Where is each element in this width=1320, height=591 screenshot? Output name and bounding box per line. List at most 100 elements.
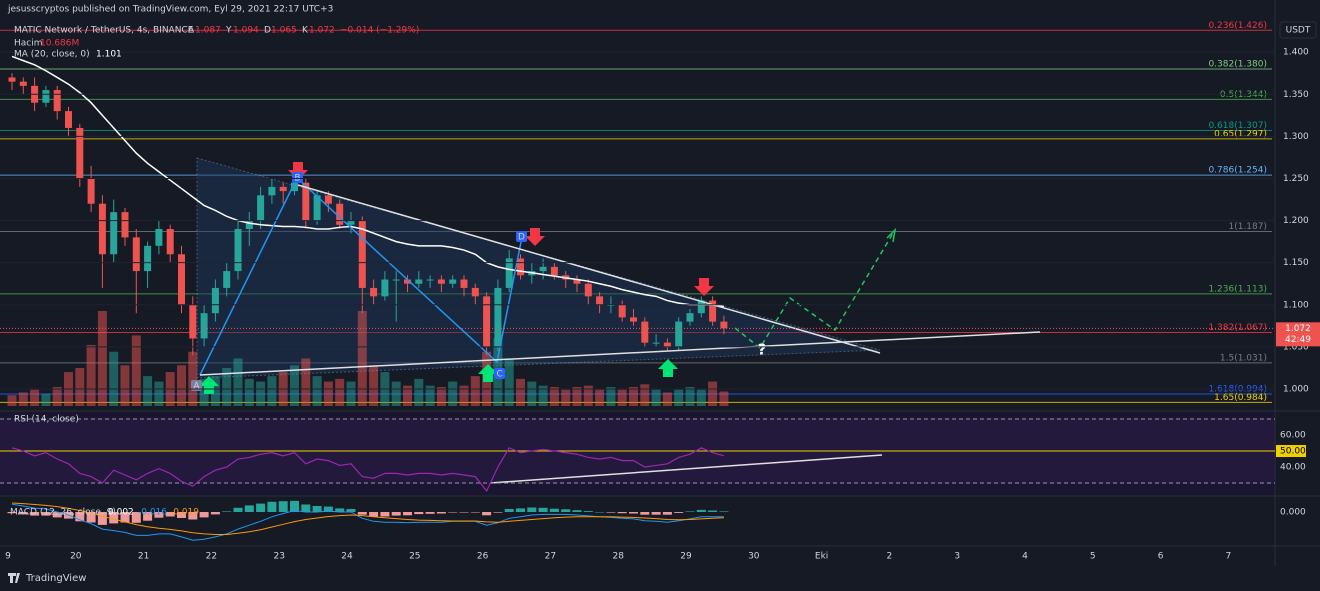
volume-bar	[448, 381, 458, 406]
price-tick-label: 1.400	[1283, 48, 1309, 58]
candle-body	[641, 321, 649, 343]
macd-hist-bar	[403, 512, 412, 516]
fib-label: 0.786(1.254)	[1208, 166, 1267, 176]
price-tick-label: 1.050	[1283, 342, 1309, 352]
volume-bar	[18, 392, 28, 406]
publisher: jesusscryptos published on TradingView.c…	[7, 5, 333, 15]
volume-bar	[41, 393, 51, 406]
date-label: 7	[1226, 552, 1232, 562]
ohlc-key: A	[188, 26, 195, 36]
point-marker	[516, 231, 527, 242]
date-label: 24	[341, 552, 353, 562]
date-label: 9	[5, 552, 11, 562]
last-price-tag	[1276, 322, 1320, 347]
macd-hist-bar	[154, 512, 164, 518]
macd-hist-bar	[346, 509, 356, 512]
down-arrow	[694, 278, 714, 296]
currency: USDT	[1286, 26, 1311, 36]
macd-hist-bar	[482, 512, 492, 516]
candle-body	[53, 90, 61, 112]
volume-bar	[708, 381, 718, 406]
macd-hist-bar	[674, 512, 684, 513]
candle-body	[257, 195, 265, 221]
volume-bar	[629, 387, 638, 406]
ohlc-key: Y	[225, 26, 232, 36]
macd-hist-bar	[177, 512, 186, 518]
volume-bar	[572, 387, 582, 406]
down-arrows	[288, 162, 714, 296]
volume-bar	[290, 365, 299, 406]
volume-bar	[674, 389, 684, 406]
candle-body	[370, 287, 378, 297]
candle-body	[279, 186, 287, 192]
volume-bar	[459, 385, 469, 406]
fib-label: 0.618(1.307)	[1208, 121, 1267, 131]
volume-bar	[312, 376, 322, 406]
candle-body	[630, 317, 637, 322]
point-marker	[494, 368, 505, 379]
volume-bar	[685, 387, 695, 406]
candle-body	[87, 178, 95, 204]
candle-body	[404, 279, 411, 284]
macd-hist-bar	[131, 512, 141, 523]
macd-hist-bar	[572, 510, 582, 512]
candle-body	[291, 182, 298, 192]
up-arrow	[199, 376, 219, 394]
rsi-tick-label: 60.00	[1280, 431, 1306, 441]
volume-bar	[109, 351, 119, 406]
macd-hist-bar	[75, 512, 85, 522]
volume-bar	[86, 344, 96, 406]
macd-hist-bar	[188, 512, 198, 520]
date-label: 30	[748, 552, 760, 562]
up-arrow	[478, 364, 498, 382]
date-label: 26	[477, 552, 489, 562]
candle-body	[234, 228, 242, 272]
volume-bar	[244, 378, 254, 406]
volume-bar	[97, 311, 107, 406]
point-marker	[191, 380, 202, 391]
point-marker	[292, 172, 303, 183]
macd-hist-bar	[7, 512, 17, 514]
volume-bar	[369, 365, 379, 406]
candle-body	[155, 228, 163, 246]
volume-bar	[177, 365, 186, 406]
candle-body	[313, 195, 321, 221]
date-label: 3	[954, 552, 960, 562]
volume-bar	[504, 358, 514, 406]
ma-label: MA (20, close, 0)	[14, 50, 90, 60]
candle-body	[449, 279, 457, 284]
volume-bar	[143, 376, 153, 406]
macd-hist-bar	[120, 512, 130, 523]
candle-body	[709, 300, 717, 322]
macd-hist-bar	[323, 506, 333, 512]
price-tick-label: 1.300	[1283, 132, 1309, 142]
macd-hist-bar	[685, 511, 695, 512]
date-label: 22	[206, 552, 217, 562]
macd-hist-bar	[391, 512, 401, 516]
projection-path	[734, 229, 896, 350]
candle-body	[189, 304, 197, 339]
trendline	[297, 184, 881, 354]
macd-hist-bar	[143, 512, 153, 521]
candle-body	[686, 313, 694, 322]
macd-hist-bar	[549, 508, 559, 512]
volume-bar	[538, 385, 548, 406]
date-label: 25	[409, 552, 420, 562]
macd-hist-bar	[290, 500, 299, 512]
candle-body	[268, 186, 276, 196]
macd-hist-bar	[414, 512, 424, 515]
ohlc-value: 1.094	[233, 26, 259, 36]
date-label: 29	[680, 552, 692, 562]
macd-hist-bar	[278, 501, 288, 512]
volume-bar	[583, 385, 593, 406]
candle-body	[584, 283, 592, 297]
candle-body	[302, 182, 310, 221]
ohlc-key: D	[264, 26, 271, 36]
rsi-label: RSI (14, close)	[14, 415, 79, 425]
macd-hist-bar	[109, 512, 119, 524]
up-arrow	[658, 359, 678, 377]
candle-body	[121, 212, 129, 238]
candle-body	[539, 266, 547, 272]
candle-body	[65, 111, 72, 128]
macd-hist-bar	[696, 509, 706, 512]
